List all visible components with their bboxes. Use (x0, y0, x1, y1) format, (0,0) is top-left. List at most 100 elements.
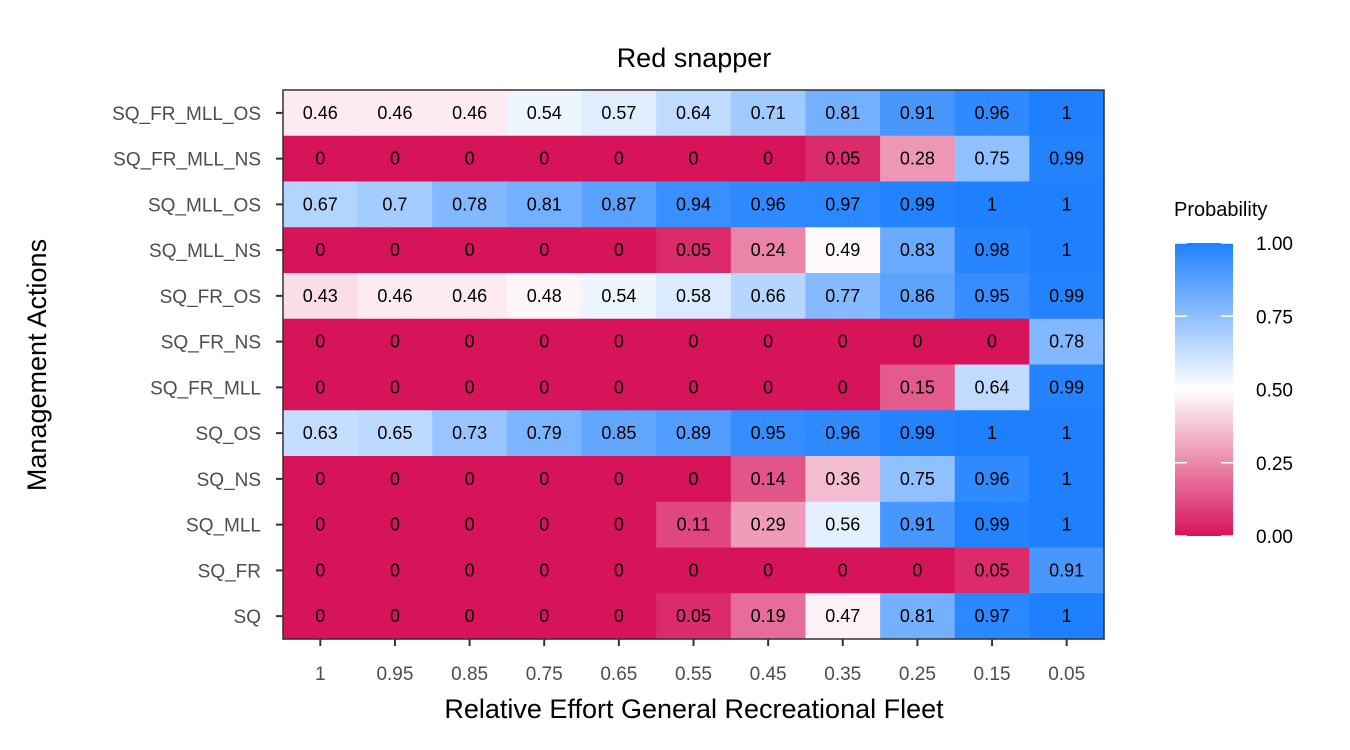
cell-value-label: 0 (838, 377, 848, 397)
cell-value-label: 0.15 (900, 377, 935, 397)
cell-value-label: 0.99 (1049, 377, 1084, 397)
heatmap-cell (805, 547, 881, 594)
x-tick-label: 0.55 (675, 664, 712, 685)
cell-value-label: 0 (688, 560, 698, 580)
x-tick-label: 0.35 (824, 664, 861, 685)
cell-value-label: 0 (688, 332, 698, 352)
legend-ticks: 1.00 0.75 0.50 0.25 0.00 (1175, 234, 1293, 548)
cell-value-label: 0 (315, 515, 325, 535)
cell-value-label: 0 (390, 377, 400, 397)
heatmap-cell (357, 456, 433, 503)
cell-value-label: 0.87 (601, 194, 636, 214)
heatmap-cell (880, 501, 956, 549)
heatmap-cell (432, 227, 508, 274)
heatmap-cell (581, 318, 657, 366)
heatmap-cell (432, 364, 508, 411)
cell-value-label: 0.98 (975, 240, 1010, 260)
cell-value-label: 0.65 (377, 423, 412, 443)
x-tick-label: 0.95 (376, 664, 413, 685)
heatmap-cell (656, 90, 732, 137)
heatmap-cell (730, 318, 807, 366)
cell-value-label: 0.19 (751, 606, 786, 626)
heatmap-cell (730, 547, 807, 594)
heatmap-cell (506, 273, 583, 320)
cell-value-label: 0 (465, 240, 475, 260)
cell-value-label: 0.83 (900, 240, 935, 260)
heatmap-cell (1029, 547, 1105, 594)
heatmap-cell (506, 181, 583, 228)
cell-value-label: 0 (688, 377, 698, 397)
heatmap-cell (1029, 593, 1105, 640)
heatmap-cell (954, 273, 1030, 320)
cell-value-label: 0.64 (676, 103, 711, 123)
heatmap-cell (506, 90, 583, 137)
heatmap-cell (581, 364, 657, 411)
heatmap-cell (805, 273, 881, 320)
cell-value-label: 0.91 (900, 515, 935, 535)
heatmap-cell (581, 456, 657, 503)
cell-value-label: 0 (838, 332, 848, 352)
heatmap-cell (805, 90, 881, 137)
heatmap-cell (954, 501, 1030, 549)
y-tick-label: SQ_FR_MLL_OS (112, 104, 261, 125)
cell-value-label: 0 (390, 560, 400, 580)
cell-value-label: 0 (614, 560, 624, 580)
cell-value-label: 0.79 (527, 423, 562, 443)
cell-value-label: 0 (763, 377, 773, 397)
heatmap-cell (805, 181, 881, 228)
cell-value-label: 0.29 (751, 515, 786, 535)
x-axis: 1 0.95 0.85 0.75 0.65 0.55 0.45 0.35 0.25 0.15 0.0… (315, 639, 1085, 685)
y-tick-label: SQ_MLL_OS (148, 195, 261, 216)
cell-value-label: 0 (763, 560, 773, 580)
heatmap-cell (357, 90, 433, 137)
heatmap-cell (805, 593, 881, 640)
legend-tick-label: 1.00 (1256, 234, 1293, 255)
x-tick-label: 0.05 (1048, 664, 1085, 685)
cell-value-label: 0.05 (975, 560, 1010, 580)
heatmap-cell (506, 501, 583, 549)
legend-title: Probability (1174, 199, 1267, 221)
cell-value-label: 0 (539, 469, 549, 489)
heatmap-cell (656, 181, 732, 228)
heatmap-cell (581, 181, 657, 228)
heatmap-cell (730, 181, 807, 228)
heatmap-cell (805, 501, 881, 549)
cell-value-label: 0.75 (900, 469, 935, 489)
cell-value-label: 0 (465, 515, 475, 535)
heatmap-cell (432, 181, 508, 228)
heatmap-cell (730, 501, 807, 549)
x-tick-label: 0.25 (899, 664, 936, 685)
cell-value-label: 0.95 (751, 423, 786, 443)
heatmap-cell (357, 227, 433, 274)
cell-value-label: 0.77 (825, 286, 860, 306)
heatmap-cell (656, 593, 732, 640)
heatmap-cell (656, 273, 732, 320)
cell-value-label: 0 (390, 469, 400, 489)
heatmap-cell (357, 135, 433, 183)
heatmap-cell (954, 456, 1030, 503)
cell-value-label: 0 (465, 149, 475, 169)
cell-value-label: 0 (315, 149, 325, 169)
heatmap-cell (506, 456, 583, 503)
cell-value-label: 0.66 (751, 286, 786, 306)
cell-value-label: 0 (315, 332, 325, 352)
heatmap-cell (954, 547, 1030, 594)
heatmap-cell (581, 273, 657, 320)
cell-value-label: 0 (539, 332, 549, 352)
heatmap-cell (805, 364, 881, 411)
cell-value-label: 0 (987, 332, 997, 352)
heatmap-cell (506, 593, 583, 640)
cell-value-label: 0 (465, 469, 475, 489)
heatmap-cell (432, 410, 508, 457)
x-tick-label: 0.85 (451, 664, 488, 685)
heatmap-cell (283, 593, 359, 640)
heatmap-cell (1029, 410, 1105, 457)
heatmap-cell (283, 90, 359, 137)
cell-value-label: 0.96 (751, 194, 786, 214)
y-axis-title: Management Actions (22, 239, 52, 491)
cell-value-label: 0.46 (452, 103, 487, 123)
cell-value-label: 0 (614, 606, 624, 626)
cell-value-label: 0.63 (303, 423, 338, 443)
y-tick-label: SQ_MLL (186, 516, 261, 537)
heatmap-cell (283, 456, 359, 503)
